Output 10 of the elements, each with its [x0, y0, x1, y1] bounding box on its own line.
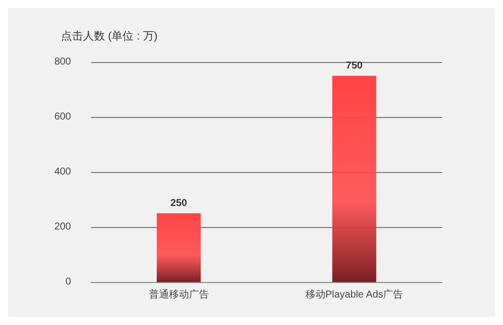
y-axis-title: 点击人数 (单位 : 万) [61, 30, 158, 42]
y-tick-label: 800 [54, 56, 72, 68]
y-tick-label: 400 [54, 166, 72, 178]
data-label: 250 [170, 198, 188, 209]
y-tick-label: 200 [54, 222, 72, 232]
y-tick-label: 600 [54, 112, 72, 122]
x-tick-label: 普通移动广告 [148, 288, 209, 300]
x-tick-label: 移动Playable Ads广告 [305, 288, 404, 300]
y-tick-label: 0 [65, 276, 72, 288]
data-label: 750 [346, 60, 364, 72]
